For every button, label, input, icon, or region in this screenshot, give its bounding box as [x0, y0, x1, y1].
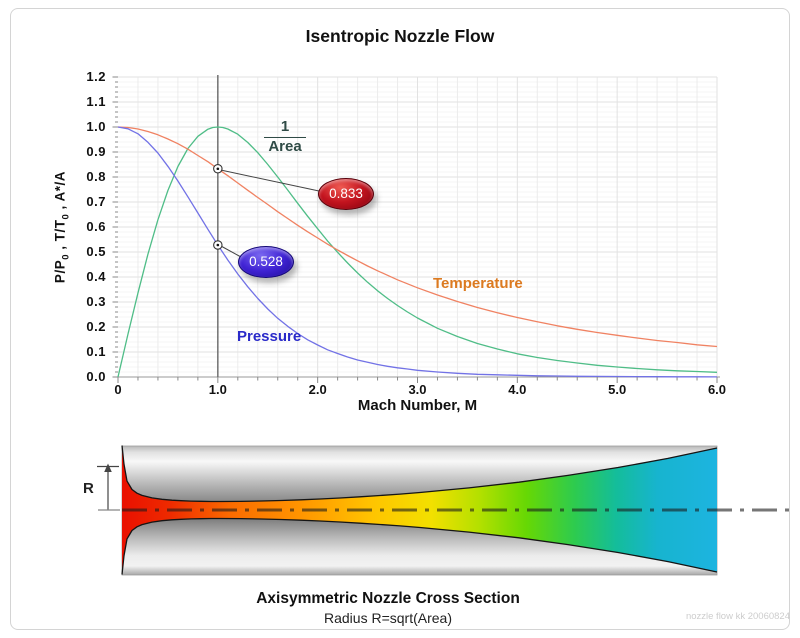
y-tick-label: 0.4 — [60, 269, 106, 284]
y-tick-label: 1.0 — [60, 119, 106, 134]
watermark: nozzle flow kk 20060824 — [600, 611, 790, 622]
y-tick-label: 0.7 — [60, 194, 106, 209]
y-tick-label: 0.2 — [60, 319, 106, 334]
radius-dimension-arrow — [97, 464, 120, 511]
y-tick-label: 1.2 — [60, 69, 106, 84]
y-tick-label: 0.9 — [60, 144, 106, 159]
x-tick-label: 4.0 — [495, 382, 539, 397]
temperature-curve-label: Temperature — [433, 275, 523, 292]
y-tick-label: 0.5 — [60, 244, 106, 259]
fraction-numerator: 1 — [259, 119, 311, 136]
x-tick-label: 0 — [96, 382, 140, 397]
x-tick-label: 2.0 — [296, 382, 340, 397]
temperature-value-badge: 0.833 — [318, 178, 374, 210]
inverse-area-curve-label: 1 Area — [259, 119, 311, 155]
chart-title: Isentropic Nozzle Flow — [0, 26, 800, 47]
y-tick-label: 0.6 — [60, 219, 106, 234]
x-tick-label: 1.0 — [196, 382, 240, 397]
radius-dimension-label: R — [83, 480, 94, 497]
x-tick-label: 5.0 — [595, 382, 639, 397]
nozzle-caption-subtitle: Radius R=sqrt(Area) — [88, 610, 688, 626]
pressure-value-badge: 0.528 — [238, 246, 294, 278]
y-tick-label: 0.3 — [60, 294, 106, 309]
nozzle-caption-title: Axisymmetric Nozzle Cross Section — [88, 590, 688, 608]
y-tick-label: 1.1 — [60, 94, 106, 109]
x-axis-label: Mach Number, M — [118, 397, 717, 414]
graphics-canvas — [0, 0, 800, 638]
x-tick-label: 3.0 — [396, 382, 440, 397]
y-tick-label: 0.1 — [60, 344, 106, 359]
x-tick-label: 6.0 — [695, 382, 739, 397]
fraction-denominator: Area — [259, 139, 311, 156]
y-tick-label: 0.8 — [60, 169, 106, 184]
grid — [118, 77, 717, 377]
page: Isentropic Nozzle Flow P/P0 , T/T0 , A*/… — [0, 0, 800, 638]
pressure-curve-label: Pressure — [237, 328, 301, 345]
